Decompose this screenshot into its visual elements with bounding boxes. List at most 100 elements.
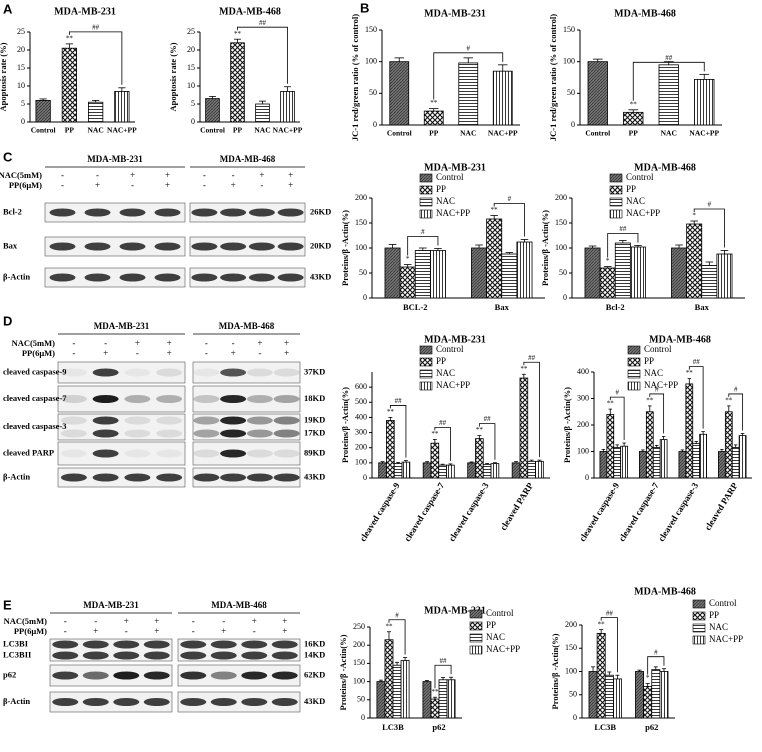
y-tick-label: 150 [365, 25, 377, 34]
size-label: 16KD [304, 638, 325, 648]
significance-bracket [407, 236, 439, 256]
treatment-sign: + [288, 170, 293, 180]
bar [614, 242, 631, 299]
treatment-sign: - [61, 170, 64, 180]
treatment-label: NAC(5mM) [4, 616, 48, 626]
bar [606, 413, 615, 479]
legend-swatch [627, 345, 641, 355]
bar [643, 685, 653, 719]
y-tick-label: 500 [355, 397, 367, 406]
bar [527, 460, 536, 479]
significance-bracket [600, 617, 618, 673]
significance: ** [430, 99, 438, 107]
treatment-sign: + [167, 338, 172, 348]
blot-band [92, 449, 119, 458]
significance: ** [630, 100, 638, 108]
x-tick-label: NAC [460, 129, 476, 138]
significance: ** [431, 688, 439, 696]
bar [422, 681, 432, 719]
bar [376, 681, 386, 719]
blot-band [241, 640, 268, 649]
bar [699, 433, 707, 479]
blot-band [210, 651, 237, 660]
treatment-sign: + [282, 616, 287, 626]
bar [645, 411, 654, 479]
blot-band [49, 208, 76, 217]
bar [280, 91, 295, 123]
blot-band [220, 395, 247, 403]
row-label: cleaved PARP [3, 447, 54, 457]
legend-label: NAC+PP [709, 634, 743, 644]
treatment-sign: + [282, 626, 287, 636]
x-tick-label: PP [65, 126, 75, 135]
blot-band [241, 698, 268, 706]
bracket-label: # [655, 386, 659, 394]
bar [471, 247, 488, 299]
y-tick-label: 0 [573, 713, 577, 722]
bar [401, 461, 411, 479]
legend-swatch [609, 185, 623, 195]
y-tick-label: 50 [559, 268, 567, 277]
blot-band [277, 242, 304, 251]
bracket-label: # [615, 389, 619, 397]
bar [114, 91, 130, 123]
y-tick-label: 0 [373, 120, 377, 129]
blot-header: MDA-MB-468 [220, 154, 276, 164]
bar [738, 435, 747, 479]
blot-band [220, 449, 247, 458]
legend-label: PP [709, 610, 719, 620]
significance: * [646, 674, 650, 682]
legend-swatch [627, 357, 641, 367]
legend-label: NAC+PP [644, 380, 678, 390]
significance-bracket [493, 203, 525, 237]
bar [635, 671, 645, 719]
treatment-sign: + [165, 180, 170, 190]
bracket-label: ## [606, 609, 614, 617]
significance: ** [431, 430, 439, 438]
significance-bracket [647, 656, 665, 675]
blot-band [210, 640, 237, 649]
row-label: LC3BI [3, 638, 29, 648]
blot-band [154, 242, 181, 251]
blot-band [82, 698, 109, 706]
row-label: β-Actin [3, 471, 30, 481]
blot-band [92, 395, 119, 403]
blot-band [154, 273, 181, 282]
blot-header: MDA-MB-231 [94, 321, 150, 331]
bar [596, 632, 606, 719]
blot-band [210, 698, 237, 706]
blot-band [60, 368, 87, 377]
significance-bracket [607, 233, 639, 258]
treatment-sign: + [135, 338, 140, 348]
treatment-sign: - [104, 338, 107, 348]
blot-band [271, 698, 298, 706]
significance-bracket [434, 664, 452, 689]
blot-frame [192, 385, 301, 413]
blot-band [220, 473, 247, 482]
legend-label: NAC [436, 368, 455, 378]
size-label: 43KD [304, 471, 325, 481]
legend-label: NAC [709, 622, 728, 632]
blot-band [246, 416, 273, 425]
treatment-sign: + [231, 348, 236, 358]
blot-band [210, 671, 237, 680]
legend-label: NAC [486, 632, 505, 642]
bar [623, 111, 644, 126]
treatment-sign: - [222, 616, 225, 626]
blot-frame [57, 413, 186, 441]
treatment-sign: + [103, 348, 108, 358]
treatment-sign: + [167, 348, 172, 358]
y-tick-label: 300 [577, 393, 589, 402]
bar [731, 447, 740, 479]
x-tick-label: NAC+PP [488, 129, 518, 138]
legend-swatch [419, 209, 433, 219]
y-tick-label: 50 [369, 88, 377, 97]
y-tick-label: 200 [555, 193, 567, 202]
y-axis-label: Proteins/β -Actin(%) [340, 210, 350, 286]
legend-label: Control [436, 172, 464, 182]
y-tick-label: 50 [357, 695, 365, 704]
treatment-sign: + [124, 616, 129, 626]
significance-bracket [68, 31, 123, 85]
treatment-label: PP(6μM) [9, 180, 42, 190]
significance: ** [387, 408, 395, 416]
